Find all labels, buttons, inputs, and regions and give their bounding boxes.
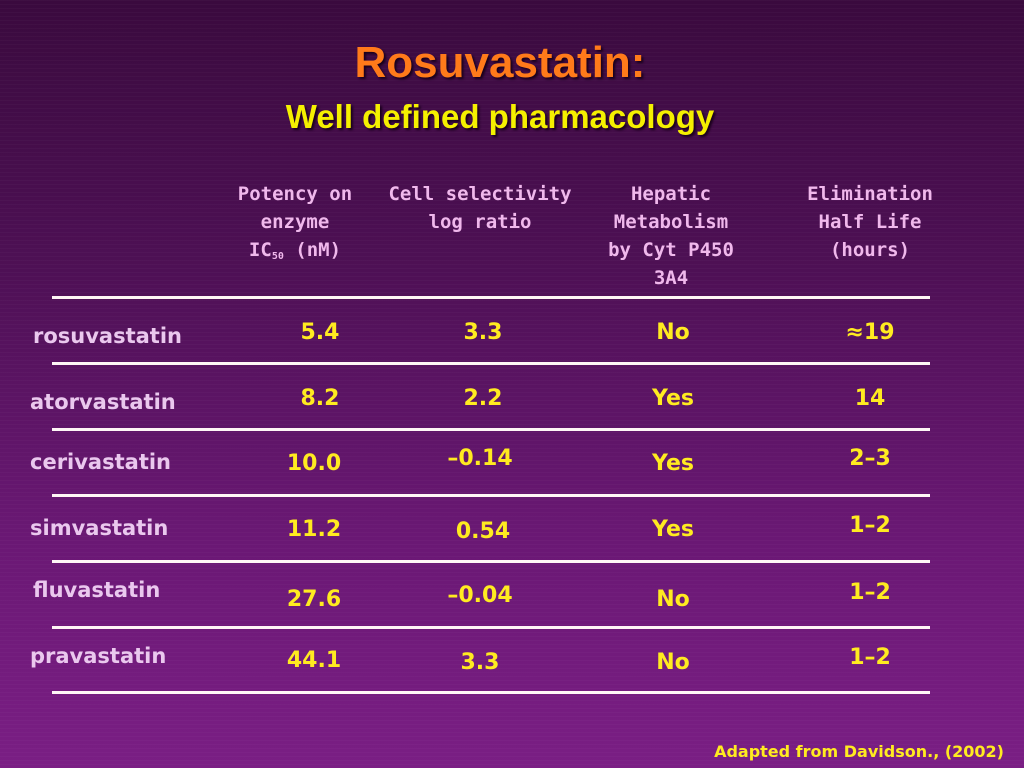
header-potency-line-3: IC50 (nM) <box>220 236 370 271</box>
table-divider <box>52 362 930 365</box>
header-half-life-line-2: Half Life <box>818 211 922 233</box>
hepatic-value: No <box>656 650 690 675</box>
table-divider <box>52 560 930 563</box>
hepatic-value: Yes <box>652 517 694 542</box>
row-name: cerivastatin <box>30 450 172 474</box>
header-potency-line-2: enzyme <box>260 211 330 233</box>
selectivity-value: 3.3 <box>463 320 503 345</box>
half-life-value: 1–2 <box>849 580 891 605</box>
selectivity-value: 0.54 <box>455 519 511 544</box>
header-half-life-line-1: Elimination <box>807 183 933 205</box>
half-life-value: 14 <box>854 386 886 411</box>
half-life-value: 2–3 <box>849 446 891 471</box>
hepatic-value: Yes <box>652 451 694 476</box>
selectivity-value: 2.2 <box>463 386 503 411</box>
hepatic-value: No <box>656 587 690 612</box>
table-divider <box>52 428 930 431</box>
header-selectivity-line-1: Cell selectivity <box>388 183 572 205</box>
potency-value: 44.1 <box>286 648 342 673</box>
table-divider <box>52 296 930 299</box>
half-life-value: 1–2 <box>849 513 891 538</box>
header-selectivity: Cell selectivity log ratio <box>382 180 578 236</box>
row-name: simvastatin <box>30 516 169 540</box>
header-hepatic-line-1: Hepatic <box>630 183 712 205</box>
header-potency: Potency on enzyme IC50 (nM) <box>220 180 370 271</box>
hepatic-value: Yes <box>652 386 694 411</box>
header-half-life: Elimination Half Life (hours) <box>790 180 950 264</box>
selectivity-value: –0.14 <box>447 446 513 471</box>
half-life-value: ≈19 <box>845 320 895 345</box>
selectivity-value: 3.3 <box>460 650 500 675</box>
header-potency-line-1: Potency on <box>237 183 353 205</box>
half-life-value: 1–2 <box>849 645 891 670</box>
slide-subtitle: Well defined pharmacology <box>285 98 715 135</box>
ic-subscript: 50 <box>271 251 284 262</box>
potency-value: 10.0 <box>286 451 342 476</box>
table-divider <box>52 494 930 497</box>
header-hepatic-line-3: by Cyt P450 <box>608 239 734 261</box>
potency-value: 27.6 <box>286 587 342 612</box>
row-name: atorvastatin <box>30 390 176 414</box>
ic-unit: (nM) <box>283 239 342 261</box>
ic-label: IC <box>248 239 272 261</box>
table-divider <box>52 691 930 694</box>
header-half-life-line-3: (hours) <box>829 239 911 261</box>
row-name: fluvastatin <box>33 578 161 602</box>
potency-value: 11.2 <box>286 517 342 542</box>
row-name: rosuvastatin <box>33 324 182 348</box>
hepatic-value: No <box>656 320 690 345</box>
header-hepatic: Hepatic Metabolism by Cyt P450 3A4 <box>586 180 756 292</box>
selectivity-value: –0.04 <box>447 583 513 608</box>
source-citation: Adapted from Davidson., (2002) <box>714 742 1004 761</box>
header-hepatic-line-2: Metabolism <box>613 211 729 233</box>
table-divider <box>52 626 930 629</box>
potency-value: 8.2 <box>300 386 340 411</box>
row-name: pravastatin <box>30 644 167 668</box>
slide-title: Rosuvastatin: <box>354 38 646 87</box>
potency-value: 5.4 <box>300 320 340 345</box>
header-selectivity-line-2: log ratio <box>428 211 532 233</box>
header-hepatic-line-4: 3A4 <box>653 267 689 289</box>
